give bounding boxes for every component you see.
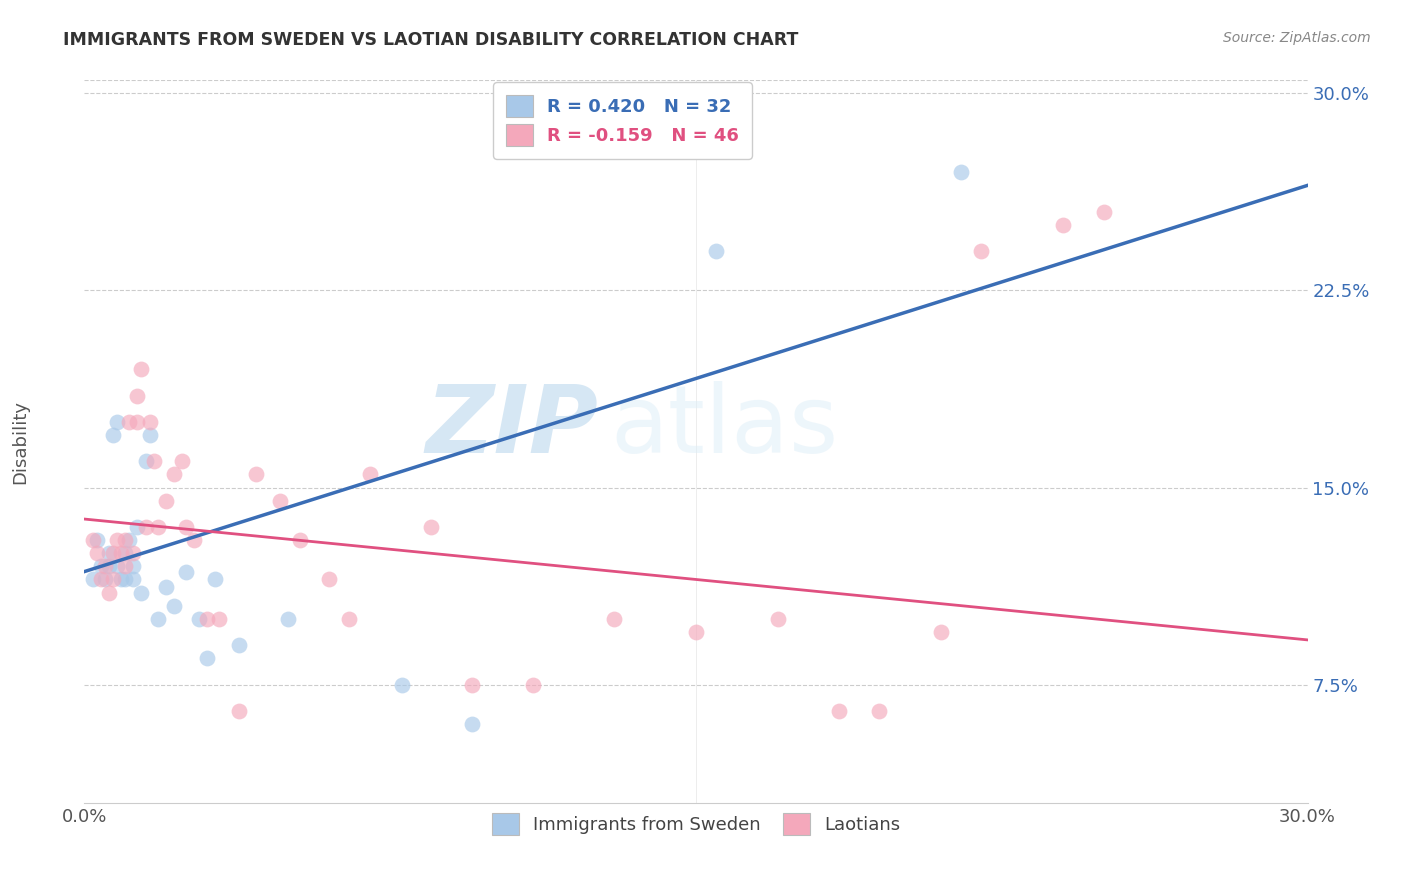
Point: [950, 165, 973, 179]
Point: [114, 559, 136, 574]
Point: [86, 546, 108, 560]
Point: [929, 625, 952, 640]
Point: [204, 573, 226, 587]
Point: [183, 533, 205, 547]
Point: [318, 573, 340, 587]
Point: [101, 428, 124, 442]
Point: [118, 415, 141, 429]
Point: [828, 704, 851, 718]
Point: [105, 533, 128, 547]
Point: [101, 573, 124, 587]
Point: [391, 677, 413, 691]
Point: [122, 573, 145, 587]
Point: [1092, 204, 1115, 219]
Point: [208, 612, 231, 626]
Point: [122, 546, 145, 560]
Point: [522, 677, 544, 691]
Point: [127, 415, 149, 429]
Point: [93, 573, 115, 587]
Point: [1052, 218, 1074, 232]
Point: [685, 625, 707, 640]
Point: [110, 546, 132, 560]
Point: [86, 533, 108, 547]
Point: [114, 533, 136, 547]
Point: [93, 559, 115, 574]
Legend: Immigrants from Sweden, Laotians: Immigrants from Sweden, Laotians: [482, 805, 910, 845]
Point: [142, 454, 165, 468]
Point: [187, 612, 209, 626]
Point: [461, 677, 484, 691]
Point: [122, 559, 145, 574]
Point: [339, 612, 361, 626]
Point: [138, 428, 160, 442]
Point: [131, 362, 153, 376]
Point: [461, 717, 484, 731]
Text: ZIP: ZIP: [425, 381, 598, 473]
Point: [163, 599, 186, 613]
Point: [269, 493, 291, 508]
Point: [90, 573, 112, 587]
Point: [706, 244, 728, 258]
Point: [359, 467, 381, 482]
Point: [155, 580, 177, 594]
Text: Source: ZipAtlas.com: Source: ZipAtlas.com: [1223, 31, 1371, 45]
Point: [245, 467, 267, 482]
Point: [90, 559, 112, 574]
Point: [135, 520, 157, 534]
Y-axis label: Disability: Disability: [11, 400, 28, 483]
Point: [970, 244, 993, 258]
Point: [603, 612, 626, 626]
Point: [105, 415, 128, 429]
Point: [155, 493, 177, 508]
Point: [277, 612, 299, 626]
Point: [82, 533, 104, 547]
Text: IMMIGRANTS FROM SWEDEN VS LAOTIAN DISABILITY CORRELATION CHART: IMMIGRANTS FROM SWEDEN VS LAOTIAN DISABI…: [63, 31, 799, 49]
Point: [131, 585, 153, 599]
Point: [195, 651, 218, 665]
Point: [82, 573, 104, 587]
Point: [420, 520, 443, 534]
Point: [127, 520, 149, 534]
Point: [172, 454, 194, 468]
Text: atlas: atlas: [610, 381, 838, 473]
Point: [766, 612, 789, 626]
Point: [146, 520, 169, 534]
Point: [174, 565, 197, 579]
Point: [97, 559, 120, 574]
Point: [869, 704, 891, 718]
Point: [228, 638, 250, 652]
Point: [97, 585, 120, 599]
Point: [105, 559, 128, 574]
Point: [127, 388, 149, 402]
Point: [228, 704, 250, 718]
Point: [114, 573, 136, 587]
Point: [97, 546, 120, 560]
Point: [195, 612, 218, 626]
Point: [163, 467, 186, 482]
Point: [135, 454, 157, 468]
Point: [110, 573, 132, 587]
Point: [146, 612, 169, 626]
Point: [138, 415, 160, 429]
Point: [114, 546, 136, 560]
Point: [174, 520, 197, 534]
Point: [118, 533, 141, 547]
Point: [101, 546, 124, 560]
Point: [290, 533, 312, 547]
